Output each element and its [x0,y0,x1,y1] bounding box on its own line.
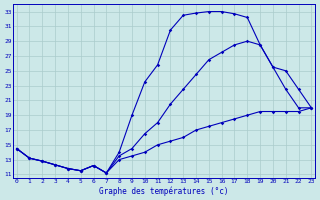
X-axis label: Graphe des températures (°c): Graphe des températures (°c) [99,186,229,196]
